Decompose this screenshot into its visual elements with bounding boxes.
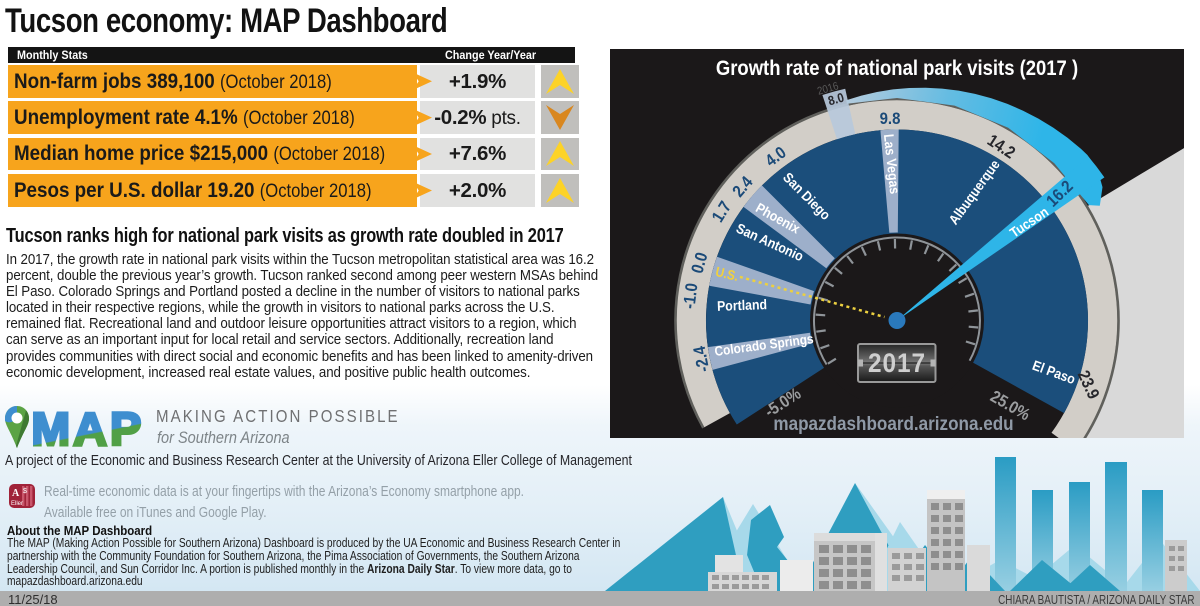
svg-text:Growth rate of national park v: Growth rate of national park visits (201… — [716, 57, 1078, 80]
svg-text:2017: 2017 — [868, 349, 926, 378]
svg-text:Eller: Eller — [11, 501, 23, 507]
svg-text:$: $ — [23, 488, 27, 495]
svg-text:MAP: MAP — [33, 404, 144, 452]
svg-text:A: A — [12, 488, 20, 499]
svg-text:mapazdashboard.arizona.edu: mapazdashboard.arizona.edu — [773, 413, 1013, 434]
